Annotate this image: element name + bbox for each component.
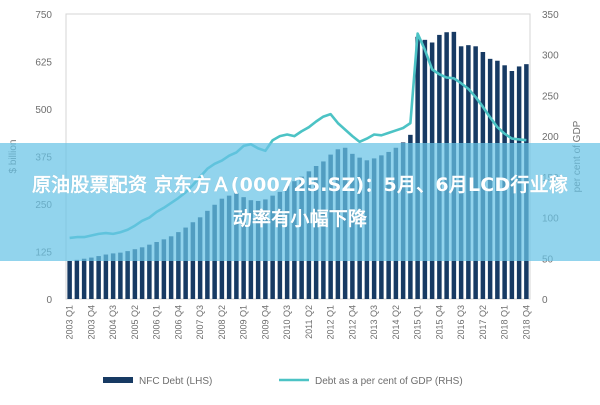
bar-mark: [103, 254, 109, 299]
x-axis-tick-label: 2006 Q4: [173, 305, 183, 340]
right-axis-tick-label: 350: [542, 10, 559, 21]
bar-mark: [168, 236, 174, 299]
x-axis-tick-label: 2018 Q4: [521, 305, 531, 340]
bar-mark: [183, 227, 188, 299]
bar-mark: [147, 244, 152, 299]
bar-mark: [139, 247, 145, 299]
x-axis-tick-label: 2004 Q3: [108, 305, 118, 340]
x-axis-tick-label: 2006 Q1: [152, 305, 162, 340]
bar-mark: [110, 253, 116, 299]
bar-mark: [89, 257, 94, 299]
x-axis-tick-label: 2014 Q2: [391, 305, 401, 340]
bar-mark: [176, 232, 181, 299]
left-axis-tick-label: 0: [46, 295, 52, 306]
x-axis-tick-label: 2012 Q4: [347, 305, 357, 340]
x-axis-tick-label: 2005 Q2: [130, 305, 140, 340]
x-axis-tick-label: 2016 Q3: [456, 305, 466, 340]
legend-swatch-bar: [103, 377, 133, 383]
left-axis-tick-label: 750: [35, 10, 52, 21]
bar-mark: [161, 239, 167, 299]
right-axis-tick-label: 200: [542, 132, 559, 143]
bar-mark: [154, 242, 159, 299]
left-axis-tick-label: 500: [35, 105, 52, 116]
x-axis-tick-label: 2003 Q1: [65, 305, 75, 340]
legend-label-nfc-debt: NFC Debt (LHS): [139, 376, 212, 387]
x-axis-tick-label: 2012 Q1: [326, 305, 336, 340]
x-axis-ticks: 2003 Q1 2003 Q4 2004 Q3 2005 Q2 2006 Q1 2006 …: [65, 305, 532, 340]
x-axis-tick-label: 2009 Q4: [260, 305, 270, 340]
bar-mark: [96, 256, 101, 299]
bar-mark: [81, 258, 87, 299]
x-axis-tick-label: 2015 Q4: [434, 305, 444, 340]
x-axis-tick-label: 2010 Q3: [282, 305, 292, 340]
bar-mark: [118, 252, 123, 299]
right-axis-tick-label: 300: [542, 51, 559, 62]
legend-label-debt-gdp: Debt as a per cent of GDP (RHS): [315, 376, 463, 387]
bar-mark: [125, 251, 130, 299]
x-axis-tick-label: 2011 Q2: [304, 305, 314, 339]
right-axis-tick-label: 250: [542, 91, 559, 102]
x-axis-tick-label: 2018 Q1: [500, 305, 510, 340]
x-axis-tick-label: 2009 Q1: [239, 305, 249, 340]
overlay-banner-text: 原油股票配资 京东方Ａ(000725.SZ)：5月、6月LCD行业稼动率有小幅下…: [31, 174, 569, 230]
left-axis-tick-label: 625: [35, 58, 52, 69]
x-axis-tick-label: 2003 Q4: [86, 305, 96, 340]
legend: NFC Debt (LHS) Debt as a per cent of GDP …: [103, 376, 463, 387]
bar-mark: [132, 249, 138, 299]
x-axis-tick-label: 2007 Q3: [195, 305, 205, 340]
x-axis-tick-label: 2013 Q3: [369, 305, 379, 340]
bar-mark: [67, 261, 72, 299]
right-axis-tick-label: 0: [542, 295, 548, 306]
x-axis-tick-label: 2008 Q2: [217, 305, 227, 340]
x-axis-tick-label: 2015 Q1: [413, 305, 423, 340]
overlay-banner: 原油股票配资 京东方Ａ(000725.SZ)：5月、6月LCD行业稼动率有小幅下…: [0, 143, 600, 261]
bar-mark: [74, 259, 80, 299]
x-axis-tick-label: 2017 Q2: [478, 305, 488, 340]
